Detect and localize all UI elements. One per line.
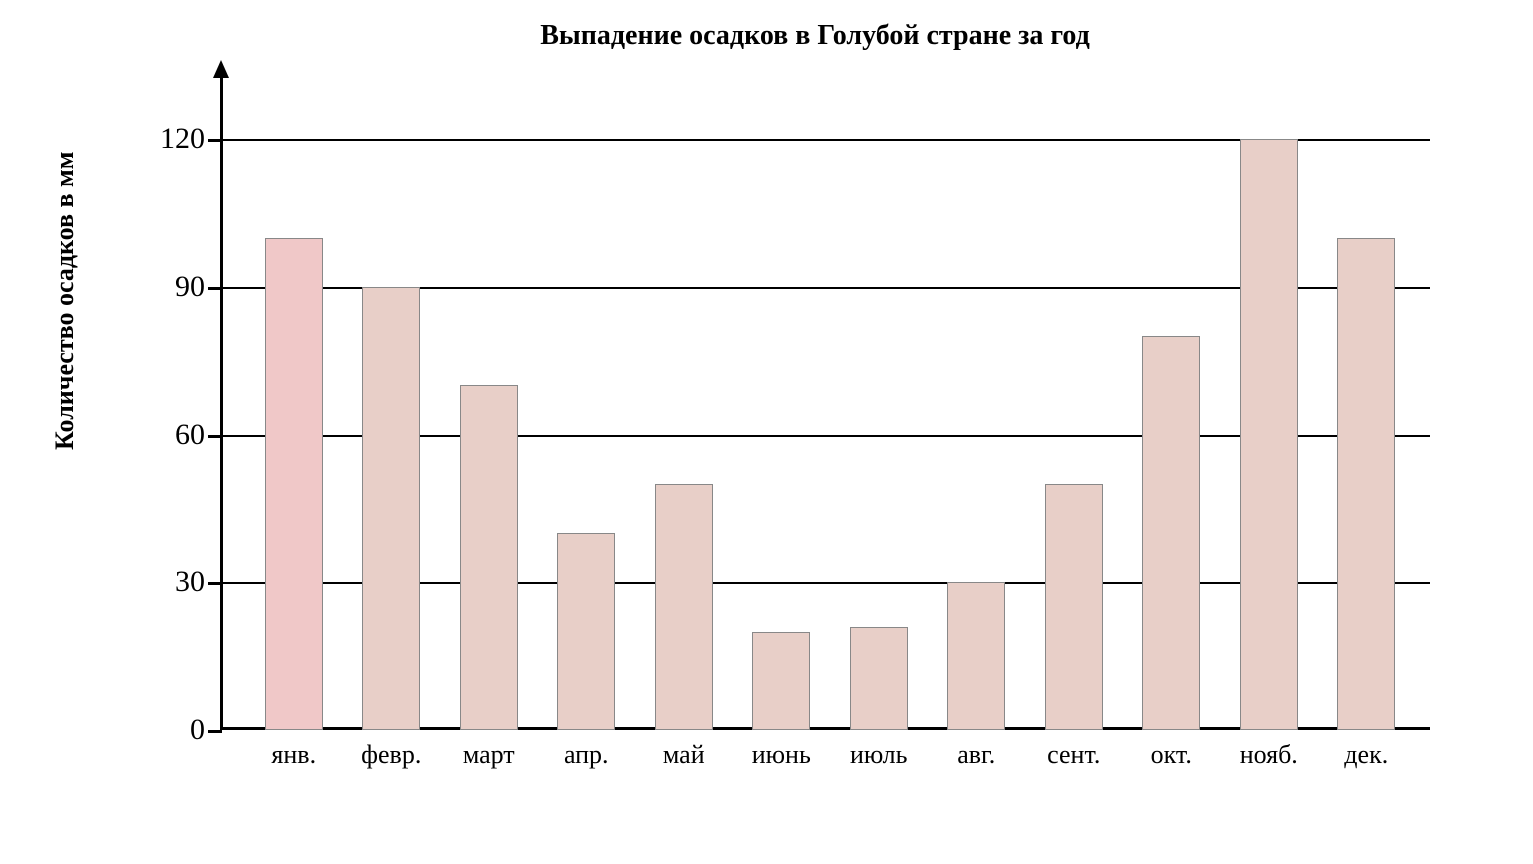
bar-slot [635,90,733,730]
bar-slot [733,90,831,730]
y-tick-label: 0 [135,713,205,747]
y-tick-label: 120 [135,122,205,156]
bars-container [245,90,1415,730]
chart-title: Выпадение осадков в Голубой стране за го… [90,20,1440,52]
bar-май [655,484,713,730]
bar-slot [1318,90,1416,730]
x-labels-group: янв.февр.мартапр.майиюньиюльавг.сент.окт… [245,740,1415,770]
y-tick [208,139,222,142]
y-axis-arrow-icon [213,60,229,78]
bar-нояб [1240,139,1298,730]
y-tick-label: 90 [135,270,205,304]
x-label: июль [830,740,928,770]
bar-slot [245,90,343,730]
y-tick [208,287,222,290]
bar-slot [343,90,441,730]
bar-slot [1123,90,1221,730]
bar-окт [1142,336,1200,730]
bar-июнь [752,632,810,730]
y-tick [208,730,222,733]
bar-slot [1025,90,1123,730]
plot-area [220,90,1420,730]
x-label: сент. [1025,740,1123,770]
bar-дек [1337,238,1395,730]
precipitation-chart: Выпадение осадков в Голубой стране за го… [90,20,1440,840]
bar-slot [538,90,636,730]
x-label: нояб. [1220,740,1318,770]
y-axis-line [220,70,223,730]
bar-март [460,385,518,730]
bar-апр [557,533,615,730]
x-label: апр. [538,740,636,770]
x-label: июнь [733,740,831,770]
bar-янв [265,238,323,730]
y-tick-label: 60 [135,418,205,452]
y-axis-label: Количество осадков в мм [50,152,80,450]
x-label: май [635,740,733,770]
y-tick [208,435,222,438]
bar-сент [1045,484,1103,730]
bar-февр [362,287,420,730]
x-label: окт. [1123,740,1221,770]
x-label: март [440,740,538,770]
x-label: авг. [928,740,1026,770]
x-label: февр. [343,740,441,770]
bar-slot [440,90,538,730]
bar-июль [850,627,908,730]
x-label: дек. [1318,740,1416,770]
y-tick [208,582,222,585]
x-label: янв. [245,740,343,770]
bar-slot [830,90,928,730]
y-tick-label: 30 [135,565,205,599]
bar-slot [928,90,1026,730]
bar-slot [1220,90,1318,730]
bar-авг [947,582,1005,730]
